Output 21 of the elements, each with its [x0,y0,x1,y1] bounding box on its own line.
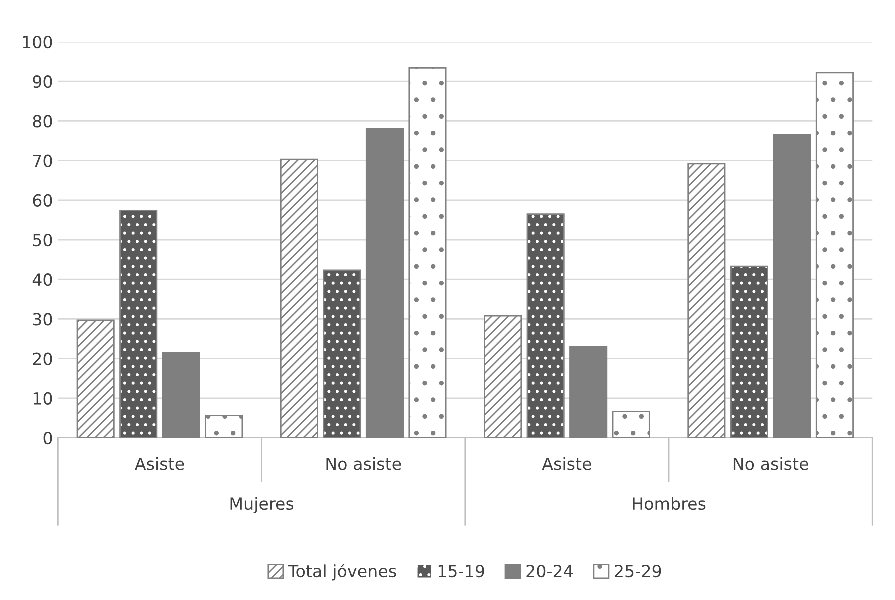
x-tick-label: No asiste [326,457,402,470]
text: Hombres [633,497,706,510]
x-tick-label: Asiste [542,457,592,470]
y-tick-label: 100 [23,36,52,49]
y-tick-label: 80 [33,115,52,128]
legend-label: Total jóvenes [288,564,396,581]
y-tick-label: 20 [33,352,52,366]
legend-label: 25-29 [615,564,662,578]
y-tick-label: 90 [33,76,52,88]
y-tick-label: 70 [33,154,52,168]
y-tick-label: 60 [33,194,52,207]
text: Mujeres [230,497,294,514]
y-tick-label: 0 [44,432,52,445]
x-tick-label: Asiste [135,457,184,470]
x-tick-label: No asiste [734,457,808,470]
y-tick-label: 10 [34,392,52,405]
y-tick-label: 50 [33,234,52,247]
legend-label: 15-19 [438,564,484,578]
legend-label: 20-24 [526,564,574,578]
y-tick-label: 30 [33,313,52,326]
y-tick-label: 40 [32,274,52,286]
